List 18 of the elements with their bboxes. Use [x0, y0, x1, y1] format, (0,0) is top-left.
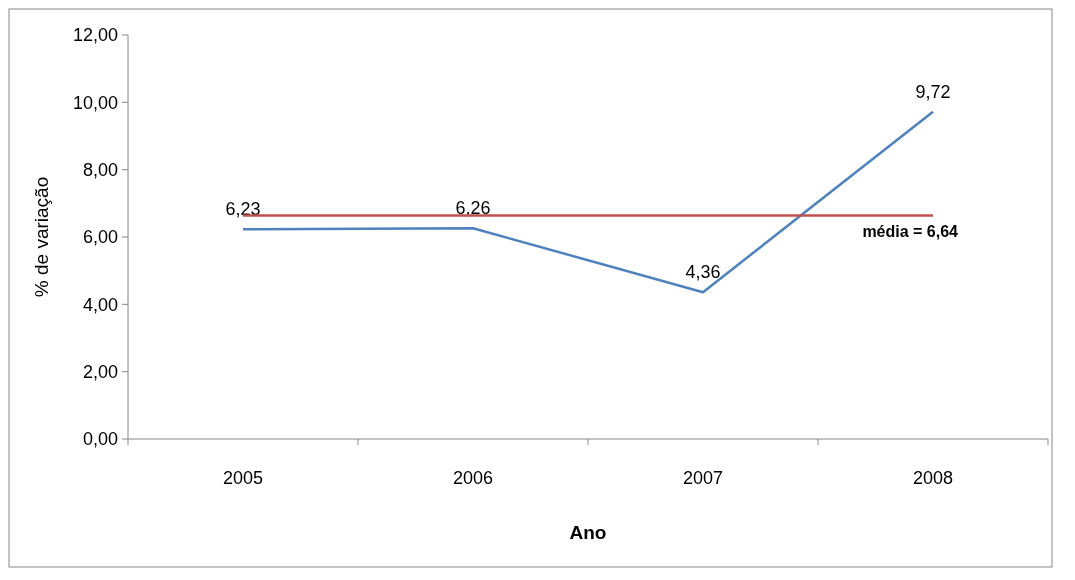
ref-line-label: média = 6,64 [862, 223, 959, 241]
y-tick-label: 8,00 [82, 159, 118, 180]
y-tick-label: 6,00 [82, 227, 118, 248]
x-tick-label: 2005 [222, 468, 264, 488]
x-tick-label: 2006 [452, 468, 494, 488]
y-tick-label: 4,00 [82, 294, 118, 315]
data-label: 9,72 [915, 81, 951, 102]
x-tick-label: 2007 [682, 468, 724, 488]
data-label: 6,23 [225, 199, 261, 220]
x-tick-label: 2008 [912, 468, 954, 488]
data-label: 6,26 [455, 198, 491, 219]
y-tick-label: 0,00 [82, 429, 118, 450]
x-axis-title: Ano [569, 522, 607, 543]
y-tick-label: 10,00 [72, 92, 118, 113]
y-axis-title: % de variação [31, 176, 52, 298]
y-tick-label: 2,00 [82, 361, 118, 382]
y-tick-label: 12,00 [72, 25, 118, 46]
data-label: 4,36 [685, 262, 721, 283]
